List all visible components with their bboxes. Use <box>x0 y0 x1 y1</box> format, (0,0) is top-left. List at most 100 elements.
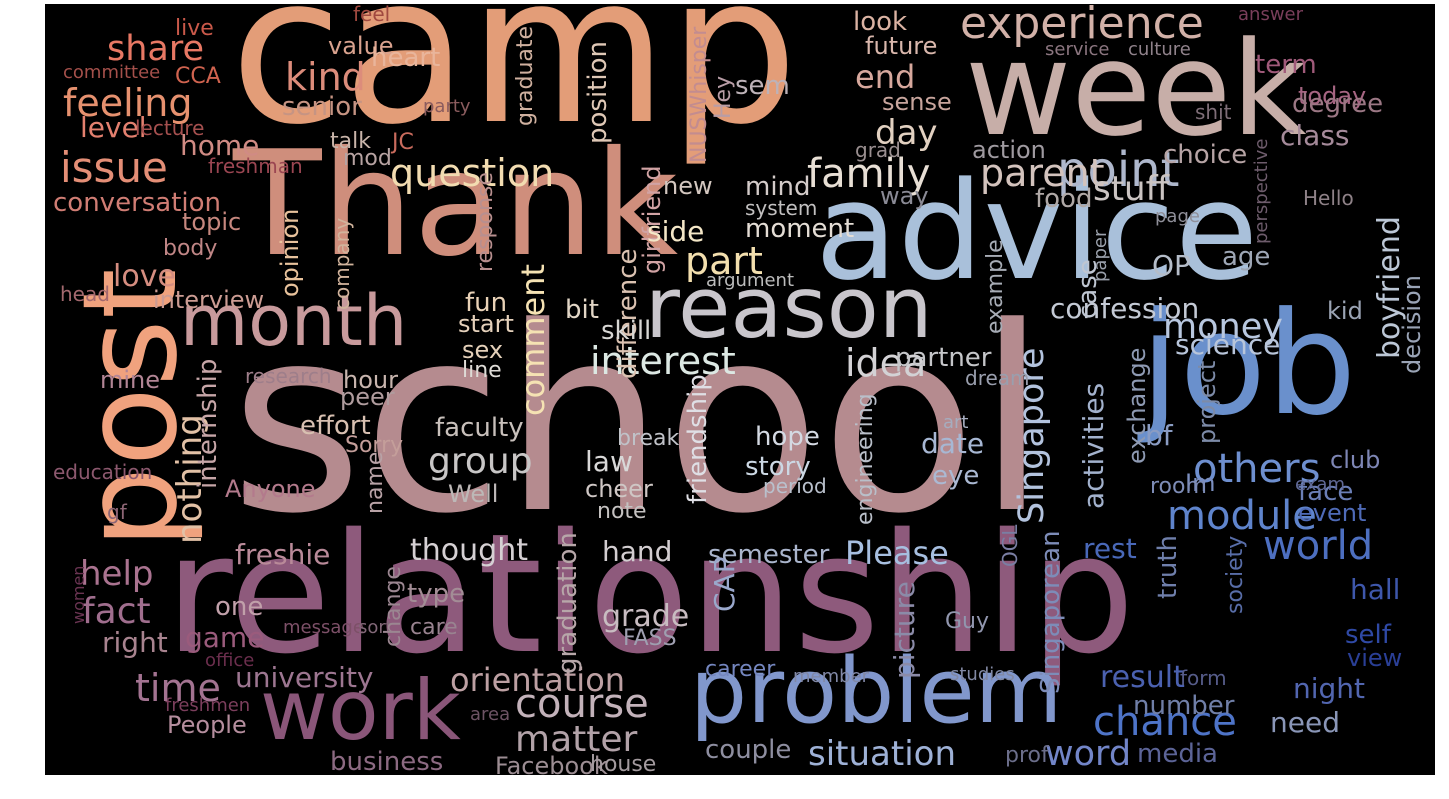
word-anyone: Anyone <box>225 475 316 503</box>
word-action: action <box>972 136 1046 164</box>
word-research: research <box>245 364 332 388</box>
word-system: system <box>745 196 818 220</box>
word-hello: Hello <box>1303 186 1354 210</box>
word-end: end <box>855 58 916 96</box>
word-bf: bf <box>1145 419 1173 452</box>
word-facebook: Facebook <box>495 752 608 775</box>
word-semester: semester <box>708 540 830 570</box>
word-question: question <box>390 151 555 195</box>
word-hey: Hey <box>711 75 736 119</box>
word-mod: mod <box>343 146 392 171</box>
word-peer: peer <box>340 383 395 411</box>
word-stuff: stuff <box>1093 169 1170 209</box>
word-day: day <box>875 113 938 153</box>
word-body: body <box>163 236 218 261</box>
word-start: start <box>458 310 514 338</box>
word-job: job <box>1140 282 1357 447</box>
word-perspective: perspective <box>1251 138 1272 244</box>
word-result: result <box>1100 660 1185 695</box>
word-answer: answer <box>1238 4 1304 25</box>
word-point: point <box>1057 142 1180 198</box>
word-mind: mind <box>745 172 811 202</box>
word-reason: reason <box>645 259 933 358</box>
word-feeling: feeling <box>63 81 193 125</box>
word-service: service <box>1045 39 1110 60</box>
word-singaporean: Singaporean <box>1036 530 1066 694</box>
word-friendship: friendship <box>683 374 713 504</box>
word-level: level <box>80 111 147 144</box>
word-shit: shit <box>1195 100 1232 124</box>
word-position: position <box>583 41 613 144</box>
word-grad: grad <box>855 138 901 162</box>
word-hall: hall <box>1350 573 1401 606</box>
word-media: media <box>1137 739 1218 769</box>
word-experience: experience <box>960 4 1204 49</box>
word-sort: sort <box>358 617 393 638</box>
word-confession: confession <box>1050 292 1200 325</box>
word-idea: idea <box>845 341 927 385</box>
word-new: new <box>663 172 713 200</box>
word-number: number <box>1133 691 1235 721</box>
word-university: university <box>235 661 374 694</box>
word-heart: heart <box>371 43 441 73</box>
word-kind: kind <box>285 55 366 99</box>
word-sorry: Sorry <box>345 433 404 458</box>
word-self: self <box>1345 620 1391 650</box>
word-week: week <box>965 13 1307 165</box>
word-line: line <box>462 358 502 383</box>
word-rest: rest <box>1083 532 1137 565</box>
word-party: party <box>423 96 471 117</box>
word-thought: thought <box>410 533 528 568</box>
word-interest: interest <box>590 339 736 383</box>
word-school: school <box>230 273 1048 570</box>
word-choice: choice <box>1163 140 1248 170</box>
word-moment: moment <box>745 214 855 244</box>
word-break: break <box>617 426 680 451</box>
word-prof: prof <box>1005 743 1049 768</box>
word-part: part <box>685 239 763 283</box>
word-committee: committee <box>63 62 161 83</box>
word-science: science <box>1175 328 1281 361</box>
word-course: course <box>515 681 649 727</box>
word-club: club <box>1330 446 1381 474</box>
word-please: Please <box>845 534 949 572</box>
word-paper: paper <box>1090 229 1111 282</box>
word-way: way <box>880 182 929 210</box>
word-help: help <box>80 554 154 594</box>
word-internship: internship <box>193 358 223 489</box>
word-today: today <box>1298 82 1367 110</box>
word-couple: couple <box>705 735 792 765</box>
word-family: family <box>807 151 931 197</box>
word-value: value <box>328 32 394 60</box>
word-type: type <box>407 579 466 609</box>
word-age: age <box>1222 242 1271 272</box>
word-thank: Thank <box>233 120 679 289</box>
word-response: response <box>473 172 498 272</box>
word-money: money <box>1163 307 1283 347</box>
word-member: member <box>793 666 870 687</box>
word-truth: truth <box>1153 534 1183 599</box>
word-date: date <box>921 427 985 460</box>
word-area: area <box>470 704 511 725</box>
word-fact: fact <box>82 591 151 632</box>
word-career: career <box>705 657 776 682</box>
word-company: company <box>330 217 354 310</box>
word-guy: Guy <box>945 609 990 634</box>
word-comment: comment <box>514 263 552 416</box>
word-time: time <box>135 666 221 710</box>
word-picture: picture <box>888 581 921 679</box>
word-partner: partner <box>895 343 992 373</box>
word-hand: hand <box>602 535 673 568</box>
word-month: month <box>180 280 408 362</box>
word-game: game <box>185 621 265 654</box>
word-example: example <box>983 239 1008 334</box>
word-group: group <box>428 441 533 482</box>
word-message: message <box>283 617 364 638</box>
word-home: home <box>180 129 260 162</box>
word-orientation: orientation <box>450 661 626 699</box>
word-decision: decision <box>1398 275 1426 374</box>
word-parent: parent <box>980 151 1105 195</box>
word-op: OP <box>1152 249 1191 282</box>
word-others: others <box>1193 446 1321 492</box>
word-advice: advice <box>815 153 1259 310</box>
